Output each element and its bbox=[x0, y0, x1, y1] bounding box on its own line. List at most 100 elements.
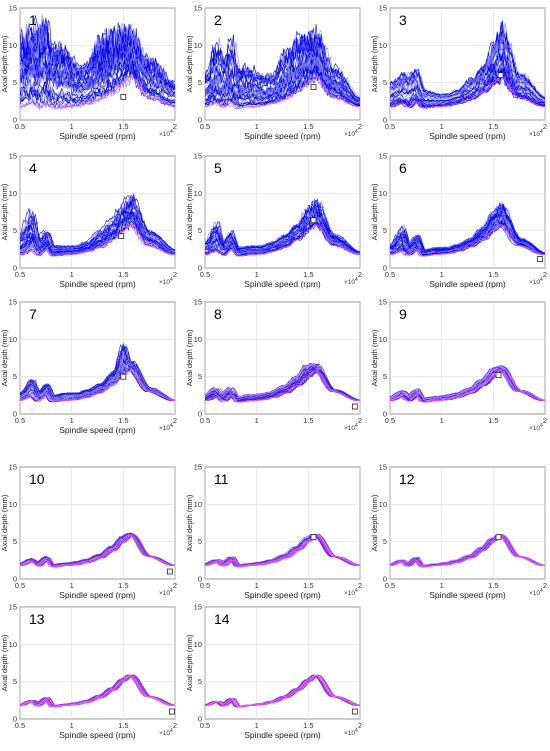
y-axis-label: Axial depth (mm) bbox=[370, 35, 379, 92]
x-tick-label: 0.5 bbox=[15, 581, 25, 590]
x-tick-label: 1.5 bbox=[488, 122, 498, 131]
x-tick-label: 1.5 bbox=[488, 581, 498, 590]
panel-number: 8 bbox=[214, 306, 222, 322]
x-axis-label: Spindle speed (rpm) bbox=[59, 131, 136, 141]
y-tick-label: 0 bbox=[13, 575, 17, 584]
ensemble-curve bbox=[205, 63, 360, 105]
x-tick-label: 0.5 bbox=[200, 721, 210, 730]
x-axis-label: Spindle speed (rpm) bbox=[244, 279, 321, 289]
x-tick-label: 2 bbox=[358, 416, 362, 425]
x-axis-label: Spindle speed (rpm) bbox=[244, 590, 321, 600]
ensemble-curve bbox=[205, 200, 360, 253]
x-tick-label: 2 bbox=[173, 122, 177, 131]
chart-panel-14: 0.5 1 1.5 2 0 5 10 15 ×104 Spindle speed (rpm) Axi… bbox=[185, 603, 362, 741]
x-axis-label: Spindle speed (rpm) bbox=[59, 730, 136, 740]
y-axis-label: Axial depth (mm) bbox=[370, 494, 379, 551]
chart-panel-11: 0.5 1 1.5 2 0 5 10 15 ×104 Spindle speed (rpm) Axi… bbox=[185, 463, 362, 601]
y-tick-label: 0 bbox=[13, 264, 17, 273]
ensemble-curve bbox=[205, 534, 360, 567]
x-tick-label: 1.5 bbox=[118, 122, 128, 131]
x-tick-label: 2 bbox=[358, 721, 362, 730]
y-tick-label: 0 bbox=[13, 116, 17, 125]
panel-number: 3 bbox=[399, 12, 407, 28]
selected-point-marker bbox=[120, 373, 127, 380]
y-axis-label: Axial depth (mm) bbox=[185, 183, 194, 240]
ensemble-curve bbox=[390, 366, 545, 401]
ensemble-curve bbox=[390, 368, 545, 401]
x-multiplier-label: ×104 bbox=[159, 129, 173, 138]
x-tick-label: 0.5 bbox=[200, 581, 210, 590]
ensemble-curve bbox=[390, 49, 545, 103]
x-multiplier-label: ×104 bbox=[159, 588, 173, 597]
x-tick-label: 1 bbox=[440, 122, 444, 131]
ensemble-curve bbox=[20, 210, 175, 254]
y-tick-label: 5 bbox=[383, 372, 387, 381]
x-axis-label: Spindle speed (rpm) bbox=[59, 279, 136, 289]
y-tick-label: 15 bbox=[9, 152, 17, 161]
x-tick-label: 1 bbox=[70, 721, 74, 730]
y-axis-label: Axial depth (mm) bbox=[0, 183, 9, 240]
panel-number: 1 bbox=[29, 12, 37, 28]
ensemble-curve bbox=[390, 42, 545, 102]
ensemble-curve bbox=[205, 33, 360, 100]
x-multiplier-label: ×104 bbox=[344, 588, 358, 597]
x-tick-label: 1 bbox=[70, 416, 74, 425]
ensemble-curve bbox=[20, 61, 175, 101]
x-tick-label: 0.5 bbox=[385, 581, 395, 590]
x-tick-label: 2 bbox=[543, 416, 547, 425]
x-tick-label: 2 bbox=[173, 581, 177, 590]
chart-panel-2: 0.5 1 1.5 2 0 5 10 15 ×104 Spindle speed (rpm) Axi… bbox=[185, 4, 362, 142]
nominal-lobe-curve bbox=[205, 370, 360, 403]
y-tick-label: 15 bbox=[194, 463, 202, 472]
x-axis-label: Spindle speed (rpm) bbox=[59, 590, 136, 600]
y-tick-label: 10 bbox=[9, 189, 17, 198]
selected-point-marker bbox=[168, 708, 175, 715]
x-tick-label: 1 bbox=[255, 270, 259, 279]
y-tick-label: 15 bbox=[9, 298, 17, 307]
ensemble-curve bbox=[20, 46, 175, 98]
panel-number: 12 bbox=[399, 471, 415, 487]
stability-lobe-ensemble bbox=[205, 362, 360, 403]
stability-lobe-ensemble bbox=[205, 24, 360, 111]
y-tick-label: 10 bbox=[379, 500, 387, 509]
y-axis-label: Axial depth (mm) bbox=[0, 35, 9, 92]
x-tick-label: 1 bbox=[440, 581, 444, 590]
nominal-lobe-curve bbox=[205, 224, 360, 257]
nominal-lobe-curve bbox=[390, 224, 545, 257]
x-tick-label: 1.5 bbox=[488, 270, 498, 279]
x-tick-label: 1.5 bbox=[303, 416, 313, 425]
y-tick-label: 0 bbox=[13, 715, 17, 724]
panel-number: 14 bbox=[214, 611, 230, 627]
ensemble-curve bbox=[390, 203, 545, 254]
selected-point-marker bbox=[120, 93, 127, 100]
y-tick-label: 10 bbox=[194, 41, 202, 50]
y-tick-label: 5 bbox=[13, 78, 17, 87]
ensemble-curve bbox=[205, 209, 360, 254]
x-multiplier-label: ×104 bbox=[344, 423, 358, 432]
x-tick-label: 1.5 bbox=[303, 581, 313, 590]
chart-panel-12: 0.5 1 1.5 2 0 5 10 15 ×104 Spindle speed (rpm) Axi… bbox=[370, 463, 547, 601]
x-tick-label: 0.5 bbox=[15, 416, 25, 425]
x-tick-label: 1 bbox=[255, 122, 259, 131]
y-tick-label: 0 bbox=[198, 264, 202, 273]
nominal-lobe-curve bbox=[390, 535, 545, 568]
y-tick-label: 5 bbox=[198, 677, 202, 686]
ensemble-curve bbox=[205, 38, 360, 101]
x-axis-label: Spindle speed (rpm) bbox=[429, 131, 506, 141]
stability-lobe-ensemble bbox=[390, 201, 545, 257]
nominal-lobe-curve bbox=[390, 370, 545, 403]
y-axis-label: Axial depth (mm) bbox=[185, 35, 194, 92]
x-tick-label: 1.5 bbox=[118, 721, 128, 730]
x-multiplier-label: ×104 bbox=[529, 129, 543, 138]
y-tick-label: 10 bbox=[379, 335, 387, 344]
selected-point-marker bbox=[351, 708, 358, 715]
panel-number: 2 bbox=[214, 12, 222, 28]
y-tick-label: 5 bbox=[198, 78, 202, 87]
x-multiplier-label: ×104 bbox=[344, 277, 358, 286]
y-tick-label: 10 bbox=[9, 500, 17, 509]
x-axis-label: Spindle speed (rpm) bbox=[244, 131, 321, 141]
ensemble-curve bbox=[390, 216, 545, 255]
selected-point-marker bbox=[310, 217, 317, 224]
ensemble-curve bbox=[205, 363, 360, 401]
ensemble-curve bbox=[20, 47, 175, 96]
